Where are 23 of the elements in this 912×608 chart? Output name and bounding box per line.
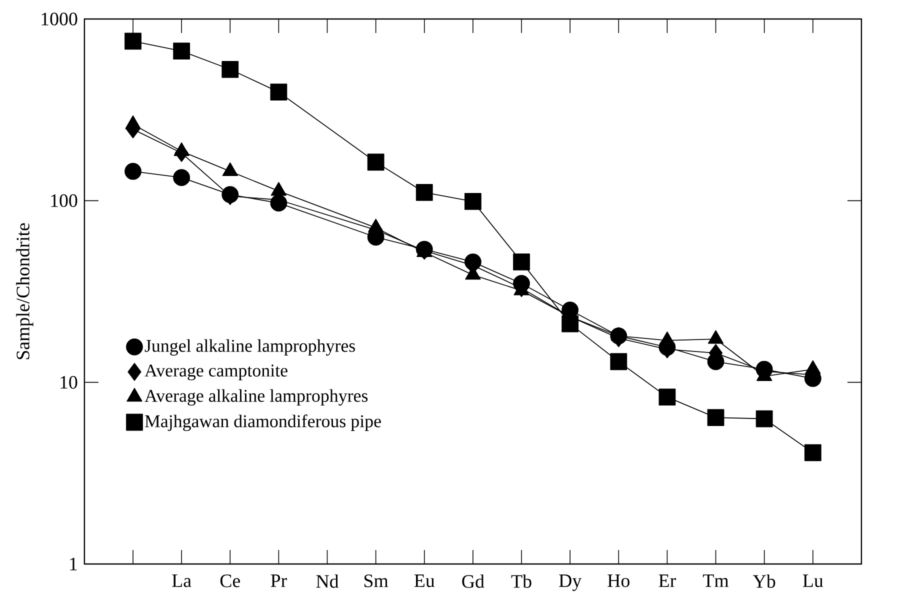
x-tick-label: Eu [414, 574, 435, 588]
x-tick-label: Er [658, 574, 676, 587]
y-tick-label: 100 [51, 194, 78, 208]
legend-label: Average camptonite [144, 364, 288, 380]
x-tick-label: Ho [608, 574, 630, 588]
x-tick-label: Lu [802, 574, 824, 588]
x-tick-label: Pr [270, 574, 287, 587]
y-tick-label: 1 [70, 558, 77, 570]
x-tick-label: Ce [220, 574, 240, 588]
y-axis-title: Sample/Chondrite [16, 223, 34, 360]
x-tick-label: La [172, 574, 192, 588]
legend-label: Average alkaline lamprophyres [144, 389, 368, 406]
x-tick-label: Dy [559, 574, 582, 591]
x-tick-label: Yb [752, 574, 776, 588]
legend-label: Jungel alkaline lamprophyres [144, 339, 355, 356]
x-tick-label: Tb [511, 574, 532, 588]
x-tick-label: Tm [702, 574, 729, 587]
legend-label: Majhgawan diamondiferous pipe [144, 414, 381, 432]
x-tick-label: Gd [462, 574, 484, 588]
x-tick-label: Sm [364, 574, 388, 588]
y-tick-label: 1000 [42, 12, 78, 26]
y-tick-label: 10 [60, 376, 78, 389]
x-tick-label: Nd [316, 574, 339, 588]
